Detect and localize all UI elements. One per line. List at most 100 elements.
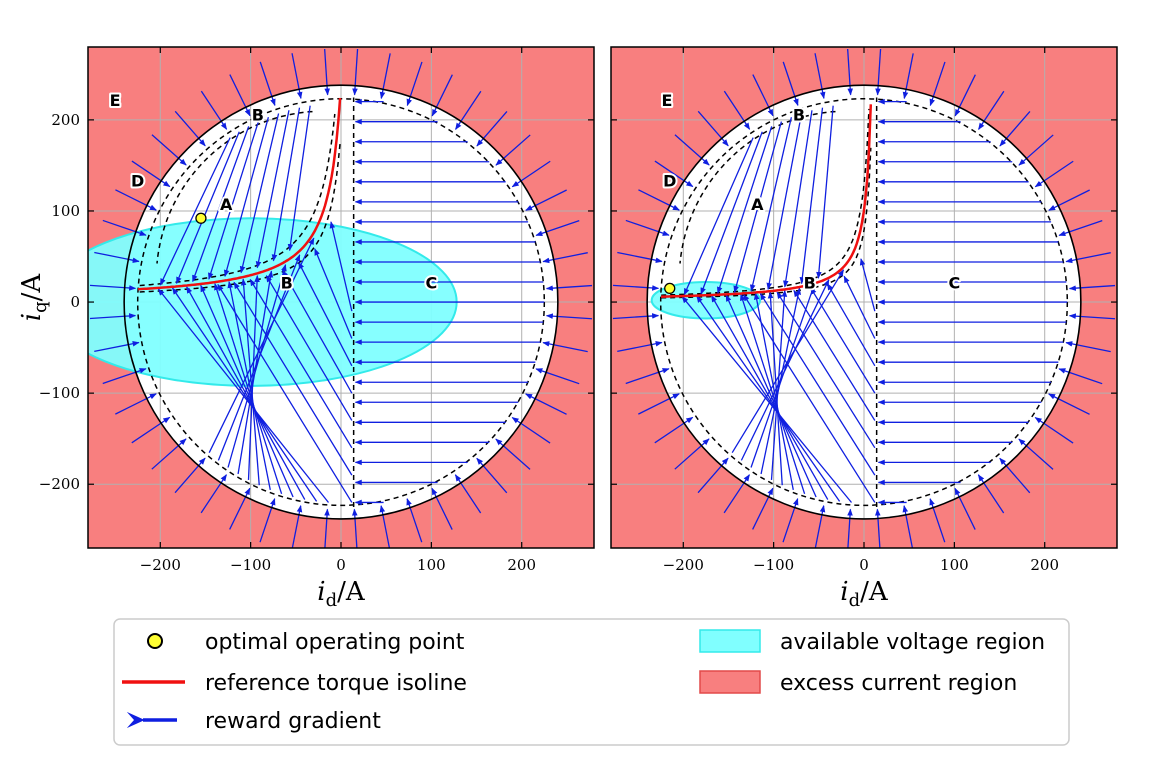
gradient-arrow [535,368,580,385]
gradient-arrow [625,368,670,385]
gradient-arrow [324,48,331,96]
gradient-arrow [717,126,773,294]
region-label-b: B [252,106,264,125]
gradient-arrow [814,53,826,100]
gradient-arrow [94,251,140,263]
gradient-arrow [208,237,315,453]
gradient-arrow [1065,341,1111,353]
gradient-arrow [545,313,593,320]
gradient-arrow [102,219,147,236]
gradient-arrow [743,293,876,503]
gradient-arrow [186,286,306,500]
gradient-arrow [217,254,301,461]
reward-gradient-arrows [612,48,1116,548]
optimal-operating-point [664,282,676,295]
x-tick-label: −200 [140,556,181,574]
x-tick-label: 100 [417,556,446,574]
gradient-arrow [511,416,551,444]
gradient-arrow [89,313,137,320]
gradient-arrow [259,61,276,107]
gradient-arrow [379,505,391,548]
reference-torque-isoline [661,104,873,298]
gradient-arrow [476,457,508,494]
gradient-arrow [271,107,301,262]
gradient-arrow [217,283,353,503]
gradient-arrow [759,292,876,476]
region-label-c: C [425,273,437,292]
gradient-arrow [229,487,251,530]
gradient-arrow [814,505,826,548]
gradient-arrow [859,258,876,312]
legend-voltage-patch-icon [699,629,761,653]
x-tick-label: −100 [230,556,271,574]
legend-label: excess current region [780,671,1017,696]
x-tick-label: 200 [1030,556,1059,574]
reference-torque-isoline [138,97,342,291]
region-label-a: A [220,195,233,214]
gradient-arrow [654,416,694,444]
gradient-arrow [175,131,240,285]
gradient-arrow [431,74,453,117]
gradient-arrow [379,53,391,100]
region-label-d: D [131,171,144,190]
gradient-arrow [1018,134,1054,166]
x-tick-label: −100 [753,556,794,574]
gradient-arrow [902,505,914,548]
plot-area: A B B C D E [611,47,1117,548]
gradient-arrow [200,284,294,498]
panel-right: A B B C D E −200 −100 0 100 200 id/A [610,46,1118,611]
x-tick-label: 0 [859,556,869,574]
gradient-arrow [999,111,1031,147]
gradient-arrow [102,368,147,385]
gradient-arrow [697,110,729,147]
gradient-arrow [625,219,670,236]
gradient-arrow [696,295,841,502]
gradient-arrow [1068,284,1116,291]
legend-item-arrow: reward gradient [126,709,381,734]
y-axis-label: iq/A [17,273,51,322]
x-tick-label: 100 [940,556,969,574]
gradient-arrow [617,340,663,353]
gradient-arrow [542,341,588,353]
gradient-arrow [710,294,829,500]
gradient-arrow [214,283,283,494]
region-label-d: D [663,171,676,190]
gradient-arrow [847,48,854,96]
gradient-arrow [783,110,813,288]
gradient-arrow [229,74,251,117]
legend-label: reward gradient [205,709,381,734]
gradient-arrow [1034,416,1074,444]
x-tick-label: 0 [336,556,346,574]
gradient-arrow [700,131,763,295]
gradient-arrow [1068,313,1116,320]
legend-item-line: reference torque isoline [122,671,467,696]
legend-label: available voltage region [780,630,1045,655]
gradient-arrow [151,438,187,470]
gradient-arrow [159,137,231,286]
gradient-arrow [1048,189,1090,211]
gradient-arrow [223,117,270,278]
gradient-arrow [723,90,751,130]
gradient-arrow [1058,220,1103,236]
gradient-arrow [454,474,482,514]
y-tick-label: 200 [51,111,80,129]
panels: A B B C D E −200 −100 0 100 200 −200 −100 0 100 200 id/A… [17,46,1118,611]
gradient-arrow [495,134,531,166]
gradient-arrow [291,505,303,548]
gradient-arrow [545,284,593,291]
legend: optimal operating point reference torque … [113,618,1070,746]
gradient-arrow [929,61,946,107]
gradient-arrow [816,105,834,279]
region-label-c: C [948,273,960,292]
gradient-arrow [617,251,663,263]
panel-left: A B B C D E −200 −100 0 100 200 −200 −100 0 100 200 id/A… [17,46,595,611]
gradient-arrow [329,221,353,312]
gradient-arrow [151,134,187,166]
gradient-arrow [131,160,171,188]
gradient-arrow [200,90,228,130]
gradient-arrow [902,53,914,100]
region-d-boundary [156,110,313,264]
x-tick-label: 200 [507,556,536,574]
y-tick-label: −200 [39,475,80,493]
gradient-arrow [200,474,228,514]
